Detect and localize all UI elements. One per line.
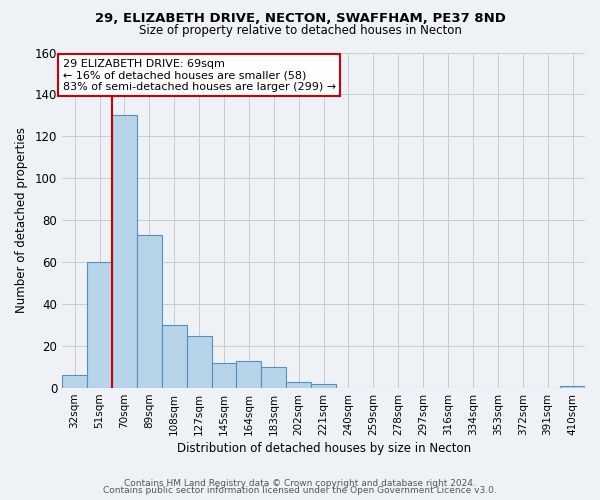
Bar — [112, 116, 137, 388]
Bar — [137, 235, 162, 388]
Text: Contains HM Land Registry data © Crown copyright and database right 2024.: Contains HM Land Registry data © Crown c… — [124, 478, 476, 488]
Bar — [311, 384, 336, 388]
Bar — [162, 325, 187, 388]
Bar — [262, 367, 286, 388]
Bar — [560, 386, 585, 388]
Text: Contains public sector information licensed under the Open Government Licence v3: Contains public sector information licen… — [103, 486, 497, 495]
Text: 29, ELIZABETH DRIVE, NECTON, SWAFFHAM, PE37 8ND: 29, ELIZABETH DRIVE, NECTON, SWAFFHAM, P… — [95, 12, 505, 26]
Text: 29 ELIZABETH DRIVE: 69sqm
← 16% of detached houses are smaller (58)
83% of semi-: 29 ELIZABETH DRIVE: 69sqm ← 16% of detac… — [62, 59, 336, 92]
Bar — [87, 262, 112, 388]
X-axis label: Distribution of detached houses by size in Necton: Distribution of detached houses by size … — [176, 442, 470, 455]
Bar — [62, 376, 87, 388]
Bar — [187, 336, 212, 388]
Bar — [212, 363, 236, 388]
Bar — [286, 382, 311, 388]
Bar — [236, 361, 262, 388]
Text: Size of property relative to detached houses in Necton: Size of property relative to detached ho… — [139, 24, 461, 37]
Y-axis label: Number of detached properties: Number of detached properties — [15, 128, 28, 314]
